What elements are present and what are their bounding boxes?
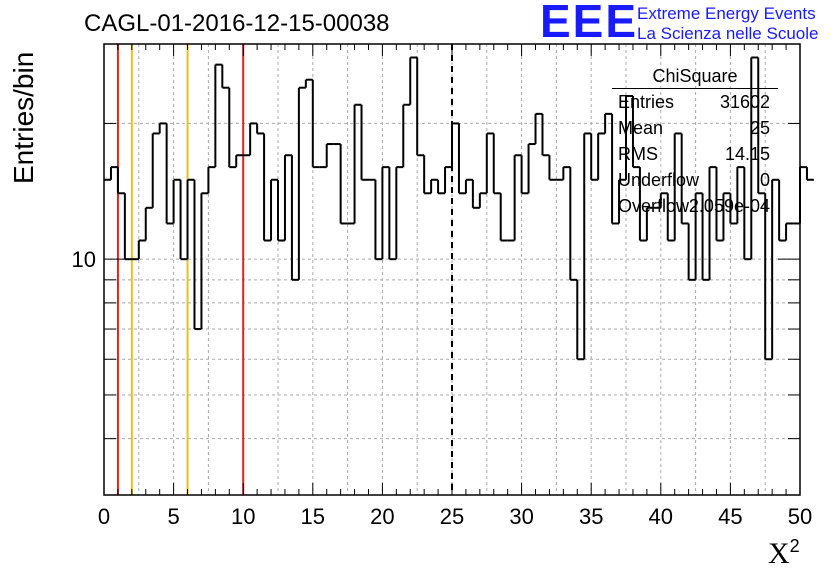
stats-key: Underflow bbox=[618, 170, 700, 190]
x-tick-label: 35 bbox=[579, 504, 603, 529]
x-tick-label: 50 bbox=[788, 504, 812, 529]
y-axis-label: Entries/bin bbox=[8, 51, 39, 184]
chart-title: CAGL-01-2016-12-15-00038 bbox=[84, 10, 390, 37]
x-axis-label: X2 bbox=[768, 536, 800, 571]
x-axis-label-superscript: 2 bbox=[789, 536, 800, 556]
stats-key: Mean bbox=[618, 118, 664, 138]
stats-row-underflow: Underflow 0 bbox=[612, 167, 780, 193]
stats-key: Entries bbox=[618, 92, 675, 112]
stats-value: 14.15 bbox=[724, 144, 770, 164]
x-tick-label: 40 bbox=[649, 504, 673, 529]
stats-row-mean: Mean 25 bbox=[612, 115, 780, 141]
stats-value: 2.059e-04 bbox=[688, 196, 770, 216]
x-tick-label: 30 bbox=[509, 504, 533, 529]
stats-title: ChiSquare bbox=[612, 66, 778, 89]
stats-row-entries: Entries 31602 bbox=[612, 89, 780, 115]
stats-value: 31602 bbox=[719, 92, 770, 112]
stats-value: 0 bbox=[759, 170, 770, 190]
x-tick-label: 0 bbox=[98, 504, 110, 529]
x-tick-label: 20 bbox=[370, 504, 394, 529]
stats-row-rms: RMS 14.15 bbox=[612, 141, 780, 167]
x-axis-label-base: X bbox=[768, 537, 790, 570]
x-tick-label: 5 bbox=[167, 504, 179, 529]
logo-line-2: La Scienza nelle Scuole bbox=[637, 24, 819, 43]
logo-line-1: Extreme Energy Events bbox=[637, 4, 816, 23]
y-tick-label: 10 bbox=[72, 247, 96, 272]
x-tick-label: 25 bbox=[440, 504, 464, 529]
stats-row-overflow: Overflow 2.059e-04 bbox=[612, 193, 780, 219]
x-tick-label: 10 bbox=[231, 504, 255, 529]
x-tick-label: 45 bbox=[718, 504, 742, 529]
stats-key: Overflow bbox=[618, 196, 690, 216]
stats-value: 25 bbox=[749, 118, 770, 138]
eee-logo-mark: EEE bbox=[540, 0, 639, 47]
stats-box: ChiSquare Entries 31602 Mean 25 RMS 14.15 U… bbox=[612, 66, 780, 219]
stats-key: RMS bbox=[618, 144, 658, 164]
x-tick-label: 15 bbox=[301, 504, 325, 529]
